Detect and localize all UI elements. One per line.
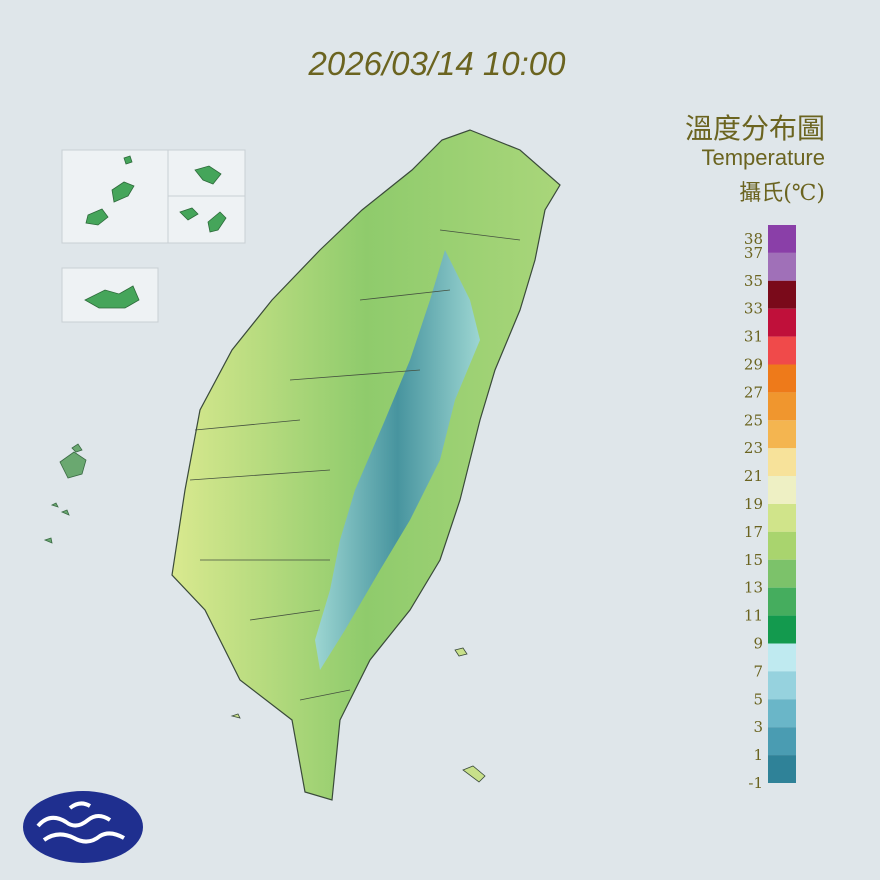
taiwan-map <box>171 129 561 801</box>
legend-tick-label: 5 <box>753 690 763 708</box>
legend-band <box>768 699 796 728</box>
legend-band <box>768 336 796 365</box>
legend-band <box>768 587 796 616</box>
legend-tick-label: 3 <box>753 718 763 736</box>
legend-tick-label: 35 <box>744 272 763 290</box>
legend-tick-label: 38 <box>744 230 763 248</box>
legend-band <box>768 420 796 449</box>
legend-tick-label: 9 <box>753 635 763 653</box>
legend-band <box>768 252 796 281</box>
legend-tick-label: -1 <box>748 774 763 792</box>
legend-tick-label: 15 <box>744 551 763 569</box>
datetime: 2026/03/14 10:00 <box>308 45 567 82</box>
legend-subtitle: Temperature <box>701 145 825 170</box>
insets <box>43 149 246 544</box>
legend-tick-label: 31 <box>744 328 763 346</box>
legend-tick-label: 37 <box>744 244 763 262</box>
legend-tick-label: 13 <box>744 579 763 597</box>
legend-tick-label: 21 <box>744 467 763 485</box>
legend-band <box>768 308 796 337</box>
legend-band <box>768 280 796 309</box>
legend-band <box>768 225 796 253</box>
legend-band <box>768 755 796 783</box>
legend-tick-label: 23 <box>744 439 763 457</box>
legend-band <box>768 671 796 700</box>
legend-tick-label: 33 <box>744 300 763 318</box>
legend-band <box>768 364 796 393</box>
legend-title: 溫度分布圖 <box>685 112 825 145</box>
legend-tick-label: 7 <box>753 662 763 680</box>
legend-band <box>768 476 796 504</box>
legend-tick-label: 27 <box>744 383 763 401</box>
legend-tick-label: 25 <box>744 411 763 429</box>
legend-band <box>768 448 796 477</box>
legend-tick-label: 1 <box>753 746 763 764</box>
legend-band <box>768 727 796 756</box>
legend-unit: 攝氏(℃) <box>739 181 825 206</box>
logo <box>23 791 143 863</box>
legend-band <box>768 643 796 672</box>
legend-tick-label: 29 <box>744 356 763 374</box>
legend-band <box>768 559 796 588</box>
legend-tick-label: 17 <box>744 523 763 541</box>
legend-band <box>768 615 796 644</box>
legend-band <box>768 531 796 560</box>
legend-tick-label: 19 <box>744 495 763 513</box>
legend-band <box>768 504 796 532</box>
legend-band <box>768 392 796 421</box>
legend-tick-label: 11 <box>744 607 763 625</box>
